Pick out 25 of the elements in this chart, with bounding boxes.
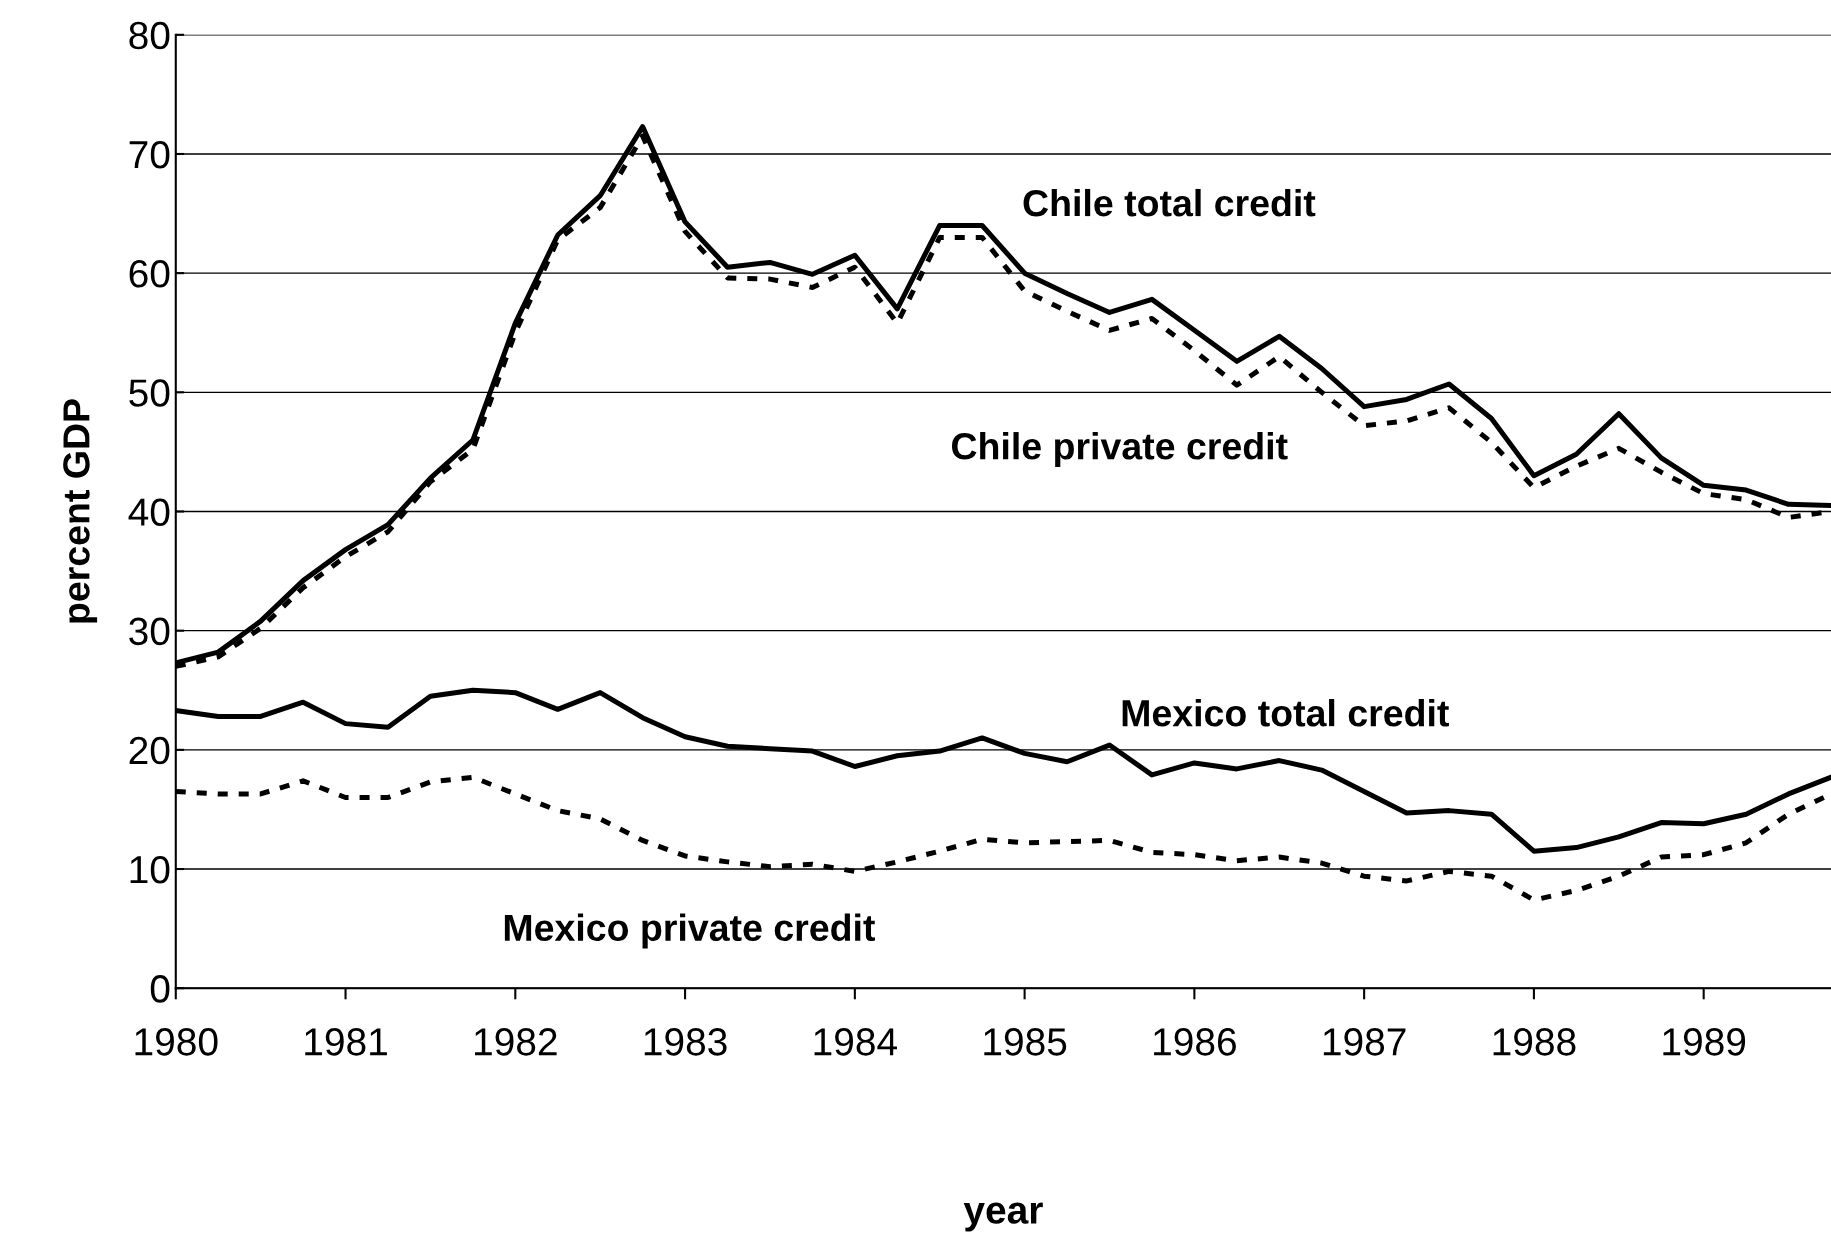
x-tick-label: 1988 bbox=[1493, 1028, 1576, 1056]
x-tick-label: 1984 bbox=[814, 1028, 897, 1056]
x-tick-label: 1986 bbox=[1154, 1028, 1236, 1056]
x-tick-label: 1987 bbox=[1323, 1028, 1406, 1056]
x-tick-label: 1982 bbox=[475, 1028, 557, 1056]
y-tick-label: 70 bbox=[129, 140, 170, 169]
series-label: Mexico total credit bbox=[1122, 698, 1449, 727]
y-tick-label: 80 bbox=[129, 21, 170, 50]
y-tick-label: 40 bbox=[128, 498, 170, 526]
y-tick-label: 60 bbox=[129, 260, 170, 288]
series-label: Chile total credit bbox=[1023, 188, 1316, 217]
y-axis-title: percent GDP bbox=[63, 399, 98, 623]
y-tick-label: 10 bbox=[130, 855, 170, 884]
x-tick-label: 1989 bbox=[1663, 1028, 1746, 1056]
x-tick-label: 1985 bbox=[984, 1028, 1067, 1056]
series-label: Chile private credit bbox=[952, 432, 1288, 467]
x-tick-label: 1981 bbox=[305, 1028, 387, 1056]
series-label: Mexico private credit bbox=[504, 913, 875, 949]
x-tick-label: 1980 bbox=[135, 1028, 218, 1056]
x-tick-label: 1983 bbox=[644, 1028, 727, 1056]
y-tick-label: 20 bbox=[129, 736, 170, 765]
y-tick-label: 0 bbox=[150, 975, 170, 1003]
y-tick-label: 50 bbox=[129, 379, 170, 407]
y-tick-label: 30 bbox=[129, 617, 170, 646]
x-axis-title: year bbox=[963, 1202, 1043, 1232]
